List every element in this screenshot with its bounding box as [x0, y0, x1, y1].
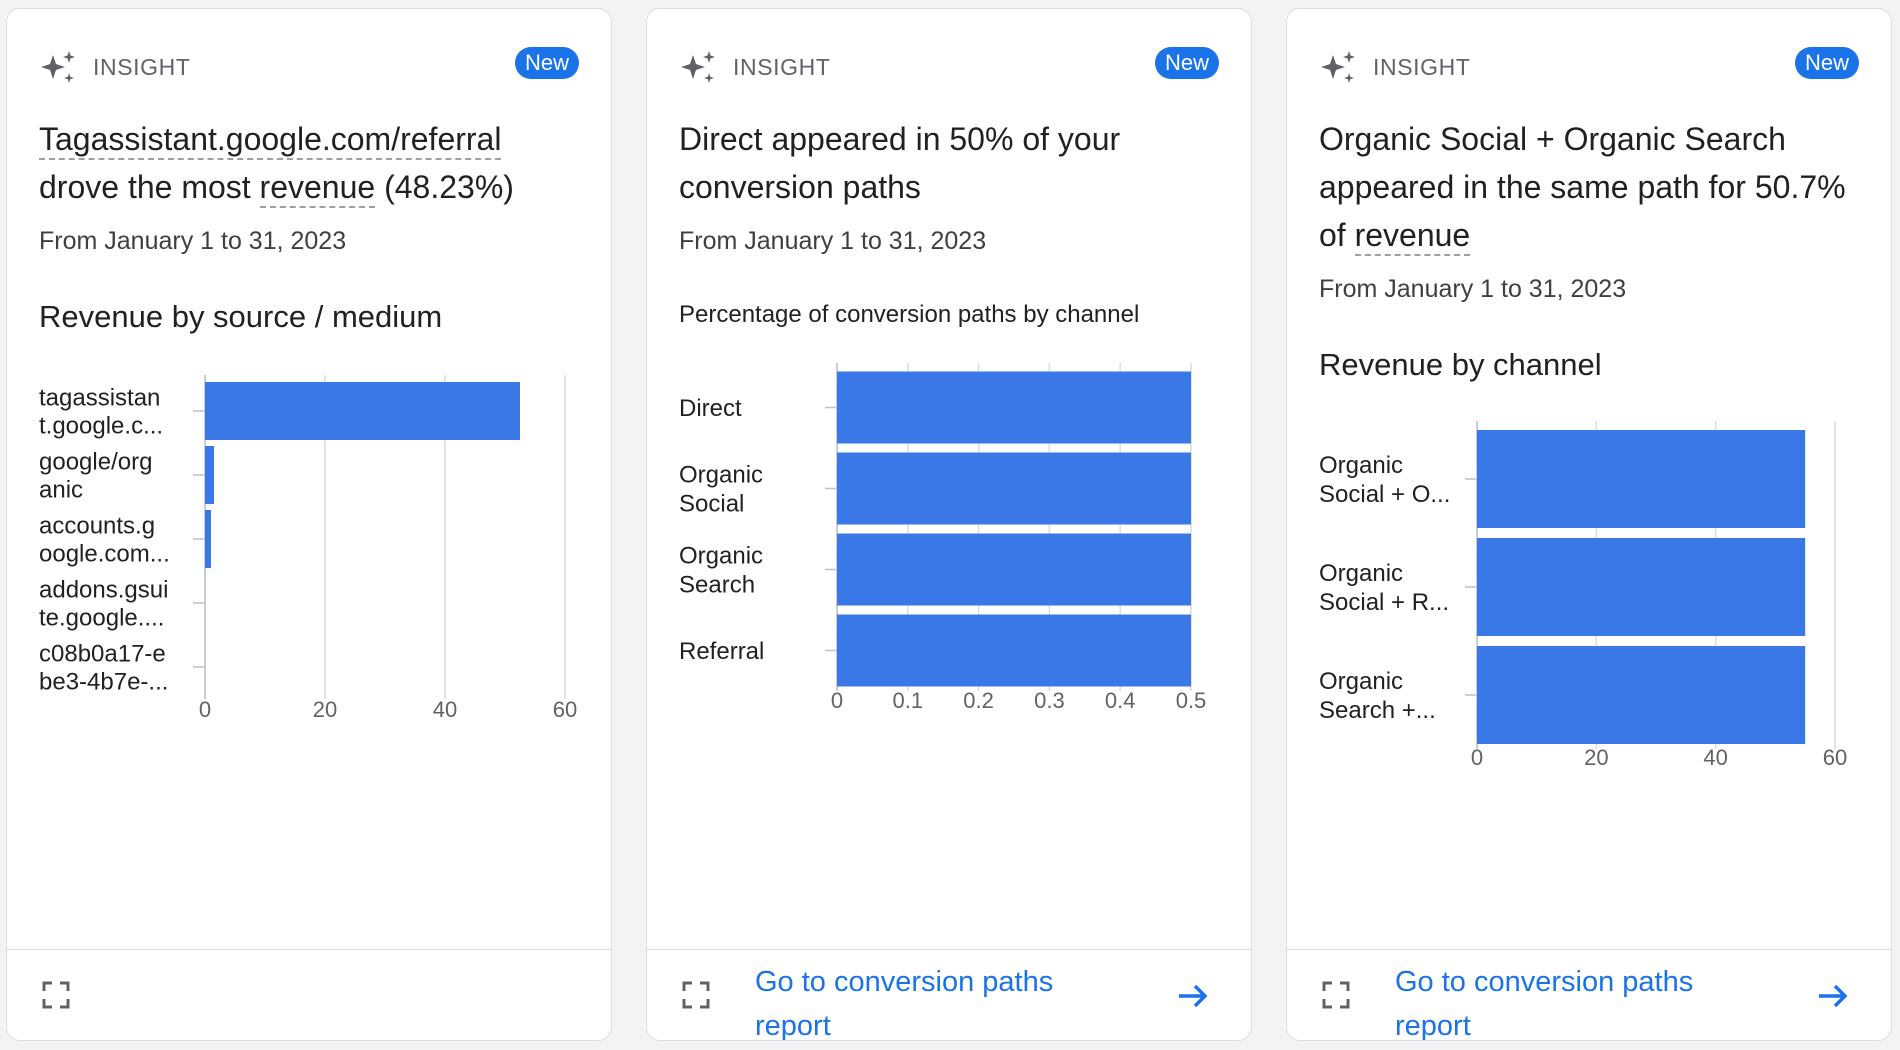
new-badge: New [514, 47, 579, 79]
category-label: Organic Social [679, 461, 763, 517]
bar[interactable] [1477, 646, 1806, 744]
headline-term-source[interactable]: Tagassistant.google.com/referral [39, 121, 502, 160]
x-tick-label: 60 [1823, 745, 1847, 770]
new-badge: New [1154, 47, 1219, 79]
x-tick-label: 0 [831, 688, 843, 713]
bar[interactable] [837, 614, 1191, 687]
category-label: Organic Search +... [1319, 668, 1436, 724]
x-tick-label: 20 [313, 697, 337, 722]
expand-icon[interactable] [41, 980, 71, 1010]
category-label: Referral [679, 638, 764, 665]
headline-term-revenue[interactable]: revenue [259, 169, 376, 208]
arrow-right-icon[interactable] [1175, 978, 1211, 1014]
revenue-by-source-chart: 0 20 40 60 tagassistan t.google.c... google/or… [39, 375, 577, 722]
category-label: tagassistan t.google.c... [39, 384, 163, 439]
insight-header: INSIGHT [679, 47, 830, 87]
bar[interactable] [837, 452, 1191, 525]
insight-headline: Organic Social + Organic Search appeared… [1319, 115, 1859, 259]
bar[interactable] [205, 446, 214, 504]
insight-header: INSIGHT [1319, 47, 1470, 87]
date-range: From January 1 to 31, 2023 [39, 227, 347, 255]
bar[interactable] [837, 371, 1191, 444]
insight-card-2[interactable]: INSIGHT New Direct appeared in 50% of yo… [646, 8, 1252, 1041]
insight-label: INSIGHT [733, 53, 831, 80]
x-tick-label: 60 [553, 697, 577, 722]
x-tick-label: 40 [1703, 745, 1727, 770]
category-label: Direct [679, 395, 742, 422]
x-tick-label: 20 [1584, 745, 1608, 770]
x-tick-label: 0.2 [963, 688, 994, 713]
category-label: c08b0a17-e be3-4b7e-... [39, 640, 168, 695]
card-footer: Go to conversion paths report [1287, 949, 1891, 1040]
category-label: Organic Social + O... [1319, 452, 1450, 508]
x-tick-label: 0.4 [1105, 688, 1136, 713]
x-tick-label: 0 [199, 697, 211, 722]
insight-card-1[interactable]: INSIGHT New Tagassistant.google.com/refe… [6, 8, 612, 1041]
bar[interactable] [205, 510, 211, 568]
sparkle-icon [681, 51, 715, 83]
bar[interactable] [1477, 538, 1806, 636]
headline-term-revenue[interactable]: revenue [1354, 217, 1471, 256]
category-label: google/org anic [39, 448, 152, 503]
x-tick-label: 0.1 [893, 688, 924, 713]
chart-title: Revenue by channel [1319, 347, 1602, 382]
insight-headline: Tagassistant.google.com/referral drove t… [39, 115, 579, 211]
date-range: From January 1 to 31, 2023 [1319, 275, 1627, 303]
conversion-paths-link[interactable]: Go to conversion paths report [1395, 966, 1694, 1041]
category-label: Organic Search [679, 542, 763, 598]
bar[interactable] [1477, 430, 1806, 528]
card-footer: Go to conversion paths report [647, 949, 1251, 1040]
sparkle-icon [1321, 51, 1355, 83]
revenue-by-channel-chart: 0 20 40 60 Organic Social + O... Organic Social… [1319, 421, 1847, 770]
insight-header: INSIGHT [39, 47, 190, 87]
x-tick-label: 0 [1471, 745, 1483, 770]
conversion-paths-link[interactable]: Go to conversion paths report [755, 966, 1054, 1041]
chart-title: Revenue by source / medium [39, 299, 443, 334]
x-tick-label: 0.5 [1176, 688, 1207, 713]
insight-label: INSIGHT [1373, 53, 1471, 80]
conversion-paths-chart: 0 0.1 0.2 0.3 0.4 0.5 Direct Organic Social Organ… [679, 363, 1207, 713]
x-tick-label: 40 [433, 697, 457, 722]
category-label: accounts.g oogle.com... [39, 512, 170, 567]
arrow-right-icon[interactable] [1815, 978, 1851, 1014]
insight-card-3[interactable]: INSIGHT New Organic Social + Organic Sea… [1286, 8, 1892, 1041]
insight-label: INSIGHT [93, 53, 191, 80]
bar[interactable] [837, 533, 1191, 606]
bar[interactable] [205, 382, 520, 440]
sparkle-icon [41, 51, 75, 83]
chart-title: Percentage of conversion paths by channe… [679, 301, 1140, 328]
expand-icon[interactable] [1321, 980, 1351, 1010]
category-label: addons.gsui te.google.... [39, 576, 168, 631]
card-footer [7, 949, 611, 1040]
date-range: From January 1 to 31, 2023 [679, 227, 987, 255]
expand-icon[interactable] [681, 980, 711, 1010]
new-badge: New [1794, 47, 1859, 79]
insight-headline: Direct appeared in 50% of your conversio… [679, 121, 1121, 205]
category-label: Organic Social + R... [1319, 560, 1449, 616]
x-tick-label: 0.3 [1034, 688, 1065, 713]
